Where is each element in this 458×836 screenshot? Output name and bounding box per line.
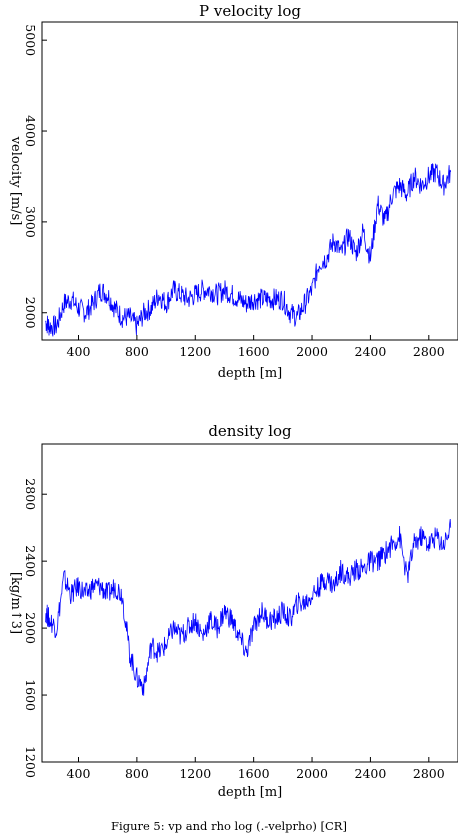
velocity-y-tick-label: 4000: [23, 115, 38, 147]
density-x-tick-label: 1600: [238, 766, 270, 781]
velocity-chart: P velocity log 400 800 1200 1600 2000 2400 280…: [8, 2, 458, 381]
density-y-tick-label: 2000: [23, 612, 38, 644]
density-y-tick-label: 2800: [23, 478, 38, 510]
density-x-tick-label: 2400: [355, 766, 387, 781]
density-chart-title: density log: [208, 422, 292, 440]
density-chart: density log 400 800 1200 1600 2000 2400 2800 1…: [8, 422, 458, 800]
velocity-y-axis-label: velocity [m/s]: [8, 136, 23, 226]
density-series-line: [45, 518, 452, 696]
density-y-axis-label: [kg/m↑3]: [8, 572, 23, 634]
velocity-x-tick-label: 1600: [238, 344, 270, 359]
velocity-x-tick-label: 1200: [179, 344, 211, 359]
velocity-y-tick-label: 2000: [23, 297, 38, 329]
velocity-y-tick-label: 3000: [23, 206, 38, 238]
velocity-x-ticks: 400 800 1200 1600 2000 2400 2800: [67, 335, 445, 359]
figure-caption: Figure 5: vp and rho log (.-velprho) [CR…: [111, 819, 347, 833]
density-x-tick-label: 2800: [413, 766, 445, 781]
velocity-x-tick-label: 2000: [296, 344, 328, 359]
velocity-x-tick-label: 2800: [413, 344, 445, 359]
velocity-y-tick-label: 5000: [23, 24, 38, 56]
density-x-tick-label: 800: [125, 766, 149, 781]
density-y-tick-label: 2400: [23, 545, 38, 577]
velocity-y-ticks: 2000 3000 4000 5000: [23, 24, 47, 329]
density-x-tick-label: 400: [67, 766, 91, 781]
velocity-x-tick-label: 2400: [355, 344, 387, 359]
density-plot-frame: [41, 443, 458, 763]
density-y-tick-label: 1600: [23, 679, 38, 711]
velocity-chart-title: P velocity log: [199, 2, 301, 20]
density-y-ticks: 1200 1600 2000 2400 2800: [23, 478, 47, 778]
density-x-ticks: 400 800 1200 1600 2000 2400 2800: [67, 757, 445, 781]
density-y-tick-label: 1200: [23, 746, 38, 778]
velocity-series-line: [45, 163, 452, 337]
velocity-x-tick-label: 800: [125, 344, 149, 359]
velocity-x-axis-label: depth [m]: [218, 366, 283, 381]
density-x-axis-label: depth [m]: [218, 785, 283, 800]
density-x-tick-label: 1200: [179, 766, 211, 781]
velocity-plot-frame: [41, 21, 458, 341]
density-x-tick-label: 2000: [296, 766, 328, 781]
velocity-x-tick-label: 400: [67, 344, 91, 359]
